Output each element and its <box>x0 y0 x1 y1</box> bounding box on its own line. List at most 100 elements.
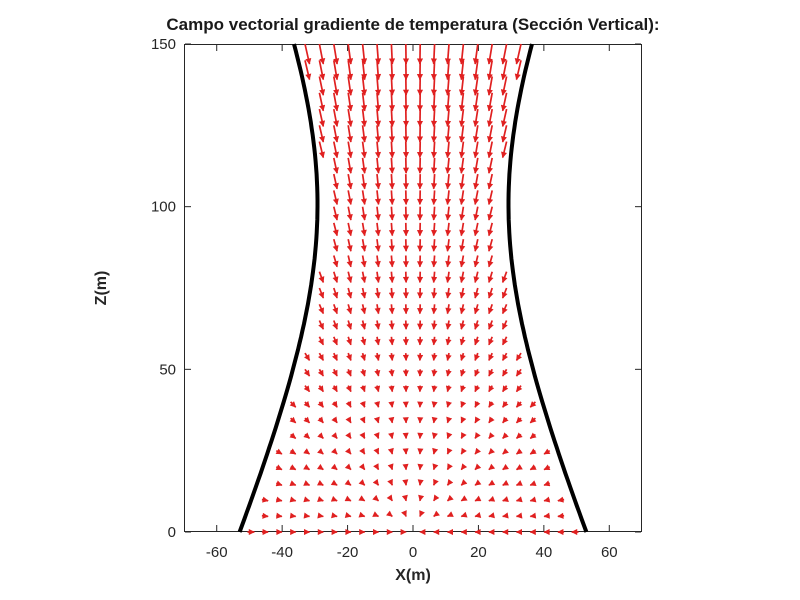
gradient-arrow <box>459 287 466 299</box>
x-tick-label: 40 <box>536 544 553 561</box>
gradient-arrow <box>515 512 523 519</box>
gradient-arrow <box>459 255 466 268</box>
gradient-arrow <box>446 494 454 502</box>
gradient-arrow <box>431 416 438 424</box>
gradient-arrow <box>460 447 467 455</box>
gradient-arrow <box>317 463 324 471</box>
gradient-arrow <box>372 511 380 518</box>
gradient-arrow <box>374 401 380 408</box>
gradient-arrow <box>304 352 311 361</box>
gradient-arrow <box>460 511 468 518</box>
gradient-arrow <box>374 141 382 159</box>
gradient-arrow <box>331 432 338 439</box>
gradient-arrow <box>289 512 297 519</box>
gradient-arrow <box>445 174 452 190</box>
gradient-arrow <box>344 495 352 502</box>
gradient-arrow <box>345 385 352 393</box>
gradient-arrow <box>346 190 353 206</box>
gradient-arrow <box>432 463 439 471</box>
gradient-arrow <box>430 157 438 174</box>
gradient-arrow <box>446 463 453 471</box>
gradient-arrow <box>374 352 381 361</box>
gradient-arrow <box>458 92 465 112</box>
gradient-arrow <box>360 108 368 128</box>
gradient-arrow <box>502 416 509 424</box>
gradient-arrow <box>388 125 396 143</box>
gradient-arrow <box>346 206 353 221</box>
gradient-arrow <box>347 108 354 128</box>
gradient-arrow <box>502 400 509 408</box>
gradient-arrow <box>444 43 451 65</box>
gradient-arrow <box>332 320 339 330</box>
gradient-arrow <box>388 369 395 377</box>
x-tick-label: 60 <box>601 544 618 561</box>
gradient-arrow <box>318 125 326 143</box>
gradient-arrow <box>501 271 508 283</box>
gradient-arrow <box>431 304 438 315</box>
gradient-arrow <box>289 432 297 440</box>
gradient-arrow <box>444 125 452 143</box>
gradient-arrow <box>303 464 311 471</box>
gradient-arrow <box>431 336 438 346</box>
gradient-arrow <box>460 416 467 424</box>
gradient-arrow <box>502 479 509 486</box>
gradient-arrow <box>332 336 338 346</box>
gradient-arrow <box>359 416 366 424</box>
gradient-arrow <box>304 43 312 65</box>
gradient-arrow <box>430 92 438 112</box>
gradient-arrow <box>373 447 380 455</box>
gradient-arrow <box>346 304 353 315</box>
gradient-arrow <box>459 336 466 346</box>
gradient-arrow <box>388 320 395 330</box>
gradient-arrow <box>346 320 353 330</box>
gradient-arrow <box>303 368 311 377</box>
gradient-arrow <box>488 336 494 346</box>
gradient-arrow <box>359 385 366 393</box>
gradient-arrow <box>474 385 481 393</box>
gradient-arrow <box>500 92 508 112</box>
gradient-arrow <box>515 416 523 424</box>
gradient-arrow <box>360 206 367 221</box>
gradient-arrow <box>487 255 494 268</box>
gradient-arrow <box>374 109 382 128</box>
gradient-arrow <box>458 108 466 128</box>
gradient-arrow <box>446 416 453 424</box>
gradient-arrow <box>317 400 324 408</box>
gradient-arrow <box>387 463 394 471</box>
gradient-arrow <box>473 255 480 268</box>
gradient-arrow <box>515 432 523 440</box>
gradient-arrow <box>358 495 366 502</box>
gradient-arrow <box>388 157 396 174</box>
gradient-arrow <box>346 336 353 346</box>
gradient-arrow <box>430 141 438 159</box>
gradient-arrow <box>529 512 537 519</box>
gradient-arrow <box>515 352 522 361</box>
gradient-arrow <box>358 479 366 486</box>
gradient-arrow <box>275 496 283 503</box>
gradient-arrow <box>318 271 325 283</box>
gradient-arrow <box>557 512 565 519</box>
gradient-arrow <box>487 287 494 299</box>
gradient-arrow <box>386 494 393 502</box>
gradient-arrow <box>346 352 352 361</box>
gradient-arrow <box>529 464 537 471</box>
gradient-arrow <box>276 512 283 519</box>
gradient-arrow <box>289 496 297 503</box>
gradient-arrow <box>386 510 393 518</box>
gradient-arrow <box>332 173 339 190</box>
gradient-arrow <box>388 401 395 408</box>
y-tick-label: 150 <box>151 36 176 53</box>
gradient-arrow <box>261 496 269 503</box>
gradient-arrow <box>445 369 452 377</box>
gradient-arrow <box>529 432 537 440</box>
gradient-arrow <box>486 108 494 128</box>
gradient-arrow <box>459 190 466 206</box>
gradient-arrow <box>501 320 508 330</box>
gradient-arrow <box>332 125 340 143</box>
gradient-arrow <box>345 400 352 408</box>
gradient-arrow <box>431 401 438 408</box>
gradient-arrow <box>430 174 438 190</box>
gradient-arrow <box>359 447 366 455</box>
gradient-arrow <box>375 43 382 65</box>
gradient-arrow <box>473 320 480 330</box>
